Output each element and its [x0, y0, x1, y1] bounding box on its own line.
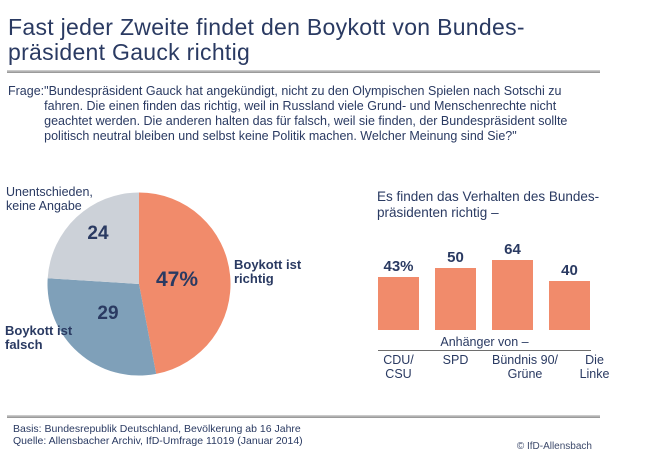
bar	[378, 277, 419, 330]
question-label: Frage:	[8, 84, 45, 98]
bar-value-label: 43%	[383, 258, 414, 275]
pie-slice	[139, 192, 231, 374]
pie-chart	[47, 192, 231, 376]
pie-value-richtig: 47%	[155, 268, 199, 291]
bar-group-axis-label: Anhänger von –	[440, 335, 529, 349]
bar-value-label: 40	[561, 262, 578, 279]
bar	[492, 260, 533, 330]
survey-question: Frage: "Bundespräsident Gauck hat angekü…	[8, 84, 594, 144]
bar-category-label: Bündnis 90/ Grüne	[492, 353, 559, 381]
pie-value-unentschieden: 24	[87, 223, 109, 244]
bar-value-label: 64	[504, 241, 521, 258]
bar-chart-title: Es finden das Verhalten des Bundes- präs…	[377, 189, 600, 220]
bar-column: 40	[549, 241, 590, 330]
bar-value-label: 50	[447, 249, 464, 266]
bar-category-label: Die Linke	[579, 353, 610, 381]
bar-chart: 43% 50 64 40	[378, 241, 590, 330]
bar-axis-line	[378, 350, 591, 351]
bar-column: 64	[492, 241, 533, 330]
title-divider	[7, 70, 600, 73]
pie-label-falsch: Boykott ist falsch	[5, 323, 73, 352]
bar-category-label: CDU/ CSU	[383, 353, 414, 381]
pie-label-unentschieden: Unentschieden, keine Angabe	[6, 185, 93, 213]
footer-basis: Basis: Bundesrepublik Deutschland, Bevöl…	[13, 423, 301, 435]
pie-value-falsch: 29	[97, 303, 119, 324]
bar-column: 50	[435, 241, 476, 330]
bar-column: 43%	[378, 241, 419, 330]
bar	[435, 268, 476, 330]
footer-copyright: © IfD-Allensbach	[516, 441, 592, 452]
pie-label-richtig: Boykott ist richtig	[234, 257, 302, 286]
bar-category-labels: CDU/ CSU SPD Bündnis 90/ Grüne Die Linke	[378, 353, 609, 381]
pie-slice	[47, 192, 139, 284]
bar	[549, 281, 590, 330]
bar-category-label: SPD	[442, 353, 469, 367]
question-text: "Bundespräsident Gauck hat angekündigt, …	[44, 84, 568, 143]
footer-quelle: Quelle: Allensbacher Archiv, IfD-Umfrage…	[13, 435, 303, 447]
pie-slice	[47, 278, 157, 376]
page-title: Fast jeder Zweite findet den Boykott von…	[8, 14, 525, 65]
footer-divider	[7, 415, 600, 418]
